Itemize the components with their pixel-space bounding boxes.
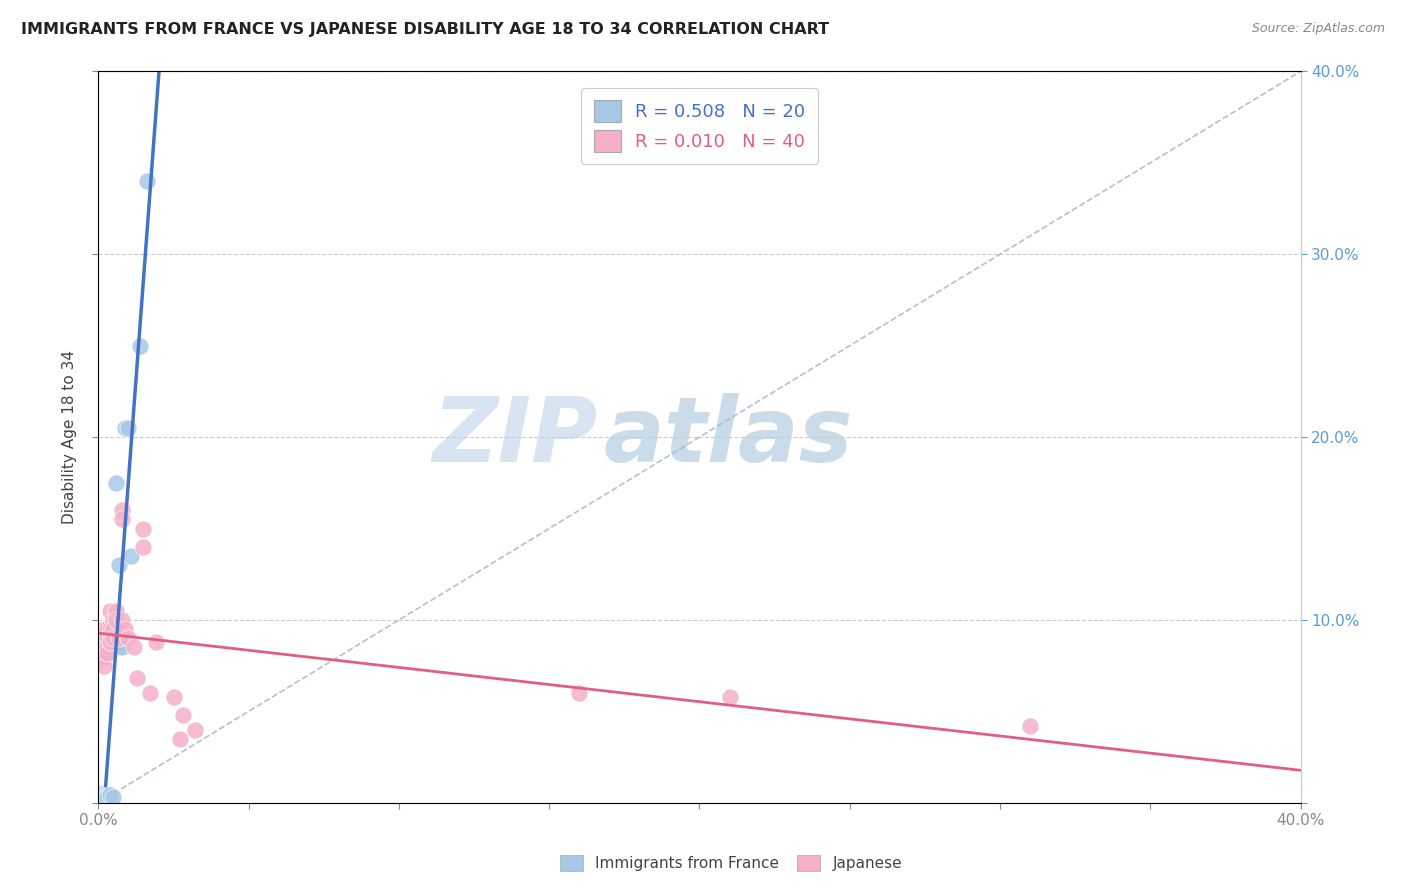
Point	[108, 558, 131, 573]
Point	[93, 658, 115, 673]
Point	[100, 622, 122, 636]
Point	[568, 686, 591, 700]
Text: ZIP: ZIP	[432, 393, 598, 481]
Point	[93, 632, 115, 646]
Legend: Immigrants from France, Japanese: Immigrants from France, Japanese	[554, 849, 908, 877]
Point	[103, 790, 125, 805]
Point	[108, 632, 131, 646]
Point	[96, 646, 118, 660]
Point	[162, 690, 184, 704]
Point	[90, 787, 112, 801]
Point	[127, 672, 149, 686]
Point	[111, 503, 134, 517]
Text: IMMIGRANTS FROM FRANCE VS JAPANESE DISABILITY AGE 18 TO 34 CORRELATION CHART: IMMIGRANTS FROM FRANCE VS JAPANESE DISAB…	[21, 22, 830, 37]
Point	[124, 640, 146, 655]
Point	[103, 622, 125, 636]
Point	[96, 640, 118, 655]
Point	[111, 613, 134, 627]
Text: Source: ZipAtlas.com: Source: ZipAtlas.com	[1251, 22, 1385, 36]
Point	[93, 790, 115, 805]
Point	[103, 640, 125, 655]
Point	[117, 632, 139, 646]
Y-axis label: Disability Age 18 to 34: Disability Age 18 to 34	[62, 350, 77, 524]
Point	[93, 640, 115, 655]
Point	[111, 512, 134, 526]
Point	[103, 613, 125, 627]
Point	[96, 622, 118, 636]
Point	[129, 338, 152, 352]
Point	[135, 174, 157, 188]
Point	[117, 421, 139, 435]
Point	[103, 632, 125, 646]
Point	[172, 708, 194, 723]
Point	[93, 622, 115, 636]
Point	[96, 790, 118, 805]
Point	[100, 627, 122, 641]
Point	[100, 635, 122, 649]
Point	[169, 731, 191, 746]
Point	[100, 644, 122, 658]
Point	[90, 632, 112, 646]
Point	[100, 604, 122, 618]
Point	[90, 640, 112, 655]
Point	[183, 723, 205, 737]
Point	[108, 640, 131, 655]
Point	[138, 686, 160, 700]
Point	[93, 649, 115, 664]
Point	[105, 475, 128, 490]
Point	[105, 613, 128, 627]
Point	[111, 640, 134, 655]
Point	[114, 421, 136, 435]
Point	[93, 789, 115, 803]
Text: atlas: atlas	[603, 393, 853, 481]
Point	[96, 632, 118, 646]
Point	[100, 789, 122, 803]
Point	[90, 649, 112, 664]
Point	[90, 787, 112, 801]
Point	[718, 690, 741, 704]
Point	[132, 540, 155, 554]
Point	[132, 521, 155, 535]
Point	[100, 789, 122, 803]
Point	[96, 789, 118, 803]
Legend: R = 0.508   N = 20, R = 0.010   N = 40: R = 0.508 N = 20, R = 0.010 N = 40	[581, 87, 818, 164]
Point	[105, 604, 128, 618]
Point	[121, 549, 143, 563]
Point	[1019, 719, 1042, 733]
Point	[145, 635, 167, 649]
Point	[114, 622, 136, 636]
